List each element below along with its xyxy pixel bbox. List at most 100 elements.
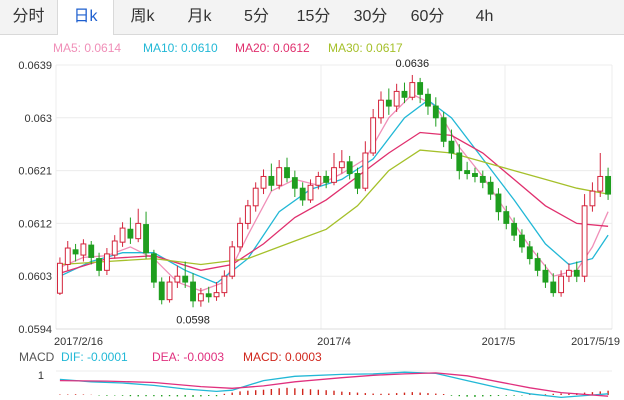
candle — [542, 264, 549, 288]
candle-body — [385, 99, 392, 107]
candle — [597, 153, 604, 197]
candle-body — [96, 258, 102, 271]
dea-line — [59, 372, 609, 397]
candle-body — [315, 175, 322, 186]
candle — [291, 170, 298, 197]
candle — [64, 241, 71, 271]
candlesticks — [56, 74, 612, 308]
candle — [566, 263, 572, 283]
candle — [440, 111, 447, 148]
tab-fenshi[interactable]: 分时 — [12, 8, 45, 25]
candle-body — [393, 90, 400, 107]
candle — [150, 249, 157, 288]
candle — [252, 182, 259, 212]
candle-body — [205, 293, 212, 298]
candle-body — [88, 244, 95, 258]
candle-body — [252, 187, 259, 207]
candle — [299, 182, 306, 206]
x-axis-labels: 2017/2/16 2017/4 2017/5 2017/5/19 — [54, 336, 620, 348]
candle-body — [221, 275, 228, 294]
price-grid — [55, 64, 613, 330]
candle-body — [550, 281, 557, 294]
candle-body — [558, 275, 565, 294]
candle — [487, 176, 494, 200]
candle-body — [135, 222, 142, 240]
candle-body — [417, 82, 424, 95]
candle-body — [566, 269, 572, 277]
candle-body — [323, 175, 330, 183]
candle — [558, 270, 565, 297]
candle — [260, 169, 267, 195]
candle — [401, 82, 408, 104]
candle — [229, 241, 236, 280]
candle-body — [150, 253, 157, 283]
candle — [244, 199, 251, 230]
tab-weekly-k[interactable]: 周k — [130, 8, 155, 25]
candle — [268, 163, 275, 192]
macd-legend: MACD DIF: -0.0001 DEA: -0.0003 MACD: 0.0… — [19, 350, 322, 382]
candle-body — [581, 205, 588, 277]
candle-body — [190, 281, 196, 302]
candle-body — [605, 175, 612, 195]
candle-body — [503, 211, 510, 224]
candle — [221, 270, 228, 297]
candle — [354, 167, 361, 195]
candle-body — [526, 246, 533, 260]
candle-body — [425, 93, 431, 107]
tab-60min[interactable]: 60分 — [410, 8, 445, 25]
candle-body — [487, 181, 494, 195]
tab-15min[interactable]: 15分 — [296, 8, 331, 25]
candle-body — [127, 228, 134, 239]
price-annotation: 0.0598 — [176, 314, 210, 326]
candle-body — [354, 173, 361, 189]
candle — [393, 83, 400, 112]
candle-body — [291, 177, 298, 189]
candle-body — [362, 152, 369, 189]
candle — [127, 217, 134, 244]
candle — [119, 222, 126, 247]
candle — [190, 273, 196, 308]
candle — [385, 88, 392, 115]
candle-body — [276, 167, 283, 186]
y-tick-label: 0.0603 — [18, 271, 52, 283]
kline-chart[interactable]: MA5: 0.0614 MA10: 0.0610 MA20: 0.0612 MA… — [0, 35, 624, 400]
candle-body — [244, 205, 251, 224]
candle-body — [111, 240, 118, 256]
candle-body — [182, 275, 189, 283]
moving-average-lines — [59, 93, 609, 292]
candle — [589, 182, 596, 212]
candle-body — [432, 105, 439, 119]
dif-legend: DIF: -0.0001 — [61, 350, 128, 364]
x-tick-label: 2017/5 — [482, 336, 516, 348]
candle — [182, 261, 189, 288]
candle — [315, 171, 322, 190]
candle-body — [338, 161, 345, 169]
candle-body — [158, 281, 165, 301]
candle — [72, 243, 79, 262]
candle — [213, 282, 220, 301]
candle — [472, 167, 478, 183]
candle-body — [174, 275, 181, 283]
x-tick-label: 2017/5/19 — [571, 336, 620, 348]
candle-body — [589, 190, 596, 207]
candle-body — [472, 173, 478, 177]
ma-legend: MA5: 0.0614 MA10: 0.0610 MA20: 0.0612 MA… — [53, 41, 403, 55]
candle-body — [534, 258, 541, 271]
tab-5min[interactable]: 5分 — [244, 8, 269, 25]
candle — [550, 273, 557, 297]
candle-body — [331, 167, 337, 183]
macd-value-legend: MACD: 0.0003 — [243, 350, 322, 364]
candle-body — [229, 246, 236, 277]
candle — [174, 265, 181, 288]
candle — [307, 179, 314, 203]
tab-30min[interactable]: 30分 — [353, 8, 388, 25]
candle — [96, 252, 102, 277]
candle — [503, 205, 510, 230]
candle — [88, 241, 95, 265]
tab-monthly-k[interactable]: 月k — [187, 8, 212, 25]
tab-4h[interactable]: 4h — [475, 8, 494, 25]
candle-body — [197, 293, 204, 302]
candle-body — [237, 222, 243, 248]
tab-daily-k[interactable]: 日k — [57, 0, 114, 35]
candle — [158, 277, 165, 305]
